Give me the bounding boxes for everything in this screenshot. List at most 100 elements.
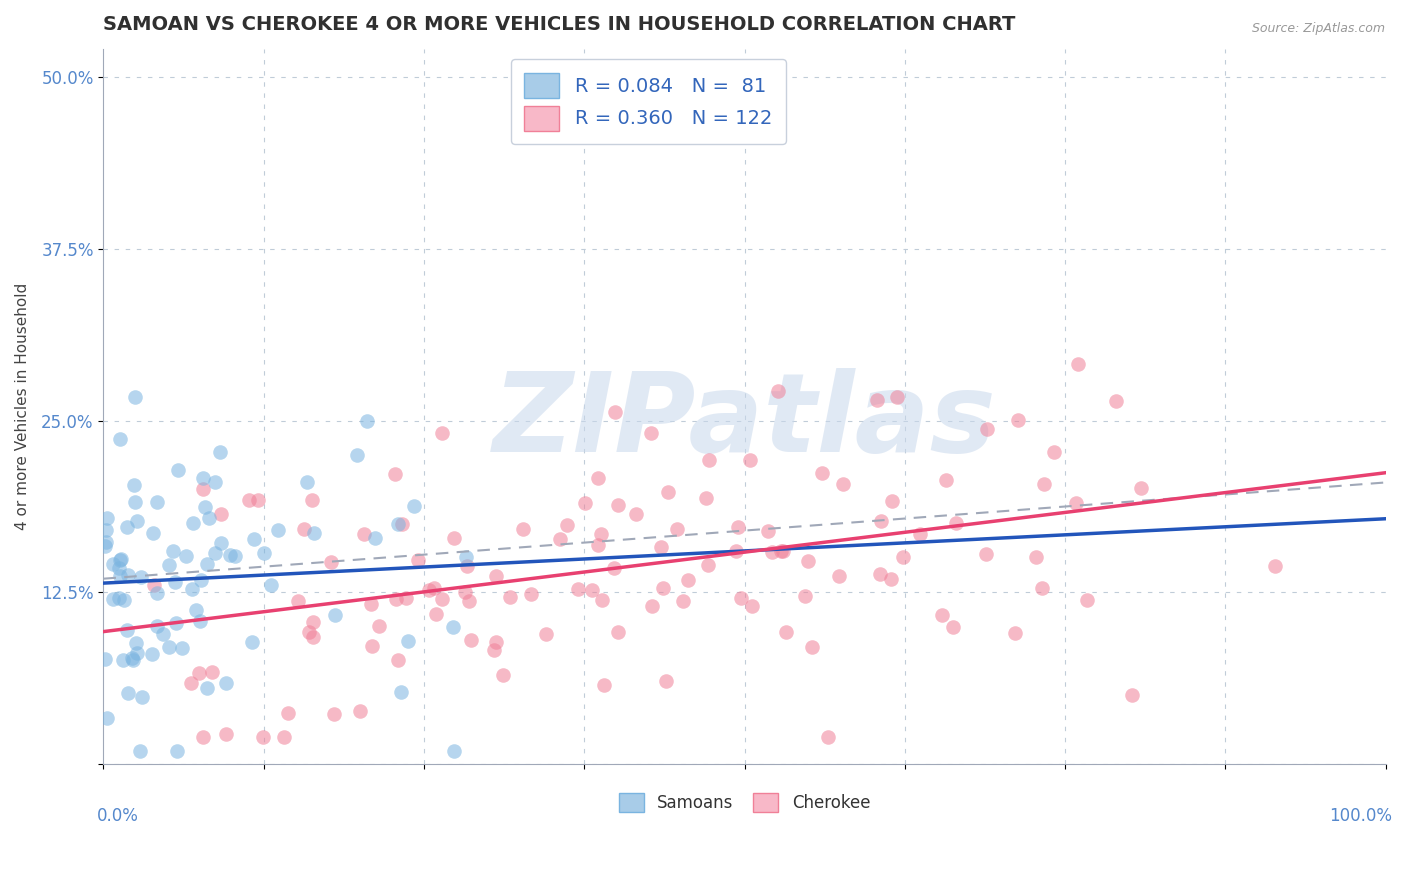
Point: [356, 414, 378, 428]
Point: [387, 517, 409, 532]
Point: [945, 516, 967, 531]
Point: [112, 593, 135, 607]
Point: [586, 471, 609, 485]
Point: [1025, 549, 1047, 564]
Point: [1121, 689, 1143, 703]
Point: [761, 545, 783, 559]
Point: [246, 492, 269, 507]
Point: [1033, 476, 1056, 491]
Point: [209, 507, 232, 521]
Point: [886, 390, 908, 404]
Point: [142, 578, 165, 592]
Point: [96, 711, 118, 725]
Point: [152, 626, 174, 640]
Point: [725, 544, 748, 558]
Point: [121, 653, 143, 667]
Point: [141, 648, 163, 662]
Point: [395, 591, 418, 605]
Point: [361, 639, 384, 653]
Point: [110, 551, 132, 566]
Point: [243, 532, 266, 546]
Point: [430, 592, 453, 607]
Point: [727, 520, 749, 534]
Point: [624, 507, 647, 521]
Point: [321, 555, 343, 569]
Point: [574, 496, 596, 510]
Point: [180, 676, 202, 690]
Point: [201, 665, 224, 680]
Point: [454, 585, 477, 599]
Text: SAMOAN VS CHEROKEE 4 OR MORE VEHICLES IN HOUSEHOLD CORRELATION CHART: SAMOAN VS CHEROKEE 4 OR MORE VEHICLES IN…: [104, 15, 1015, 34]
Point: [492, 668, 515, 682]
Point: [325, 607, 347, 622]
Y-axis label: 4 or more Vehicles in Household: 4 or more Vehicles in Household: [15, 284, 30, 531]
Point: [1004, 626, 1026, 640]
Point: [974, 547, 997, 561]
Point: [931, 608, 953, 623]
Point: [741, 599, 763, 613]
Point: [117, 520, 139, 534]
Point: [460, 632, 482, 647]
Point: [193, 482, 215, 496]
Point: [110, 569, 132, 583]
Point: [219, 549, 242, 563]
Point: [108, 591, 131, 605]
Point: [640, 425, 662, 440]
Point: [396, 633, 419, 648]
Point: [384, 467, 406, 482]
Point: [184, 603, 207, 617]
Point: [766, 384, 789, 398]
Point: [128, 743, 150, 757]
Point: [112, 653, 135, 667]
Legend: Samoans, Cherokee: Samoans, Cherokee: [610, 784, 879, 821]
Point: [117, 568, 139, 582]
Point: [94, 539, 117, 553]
Point: [190, 574, 212, 588]
Point: [942, 620, 965, 634]
Point: [94, 652, 117, 666]
Point: [1031, 581, 1053, 595]
Point: [832, 477, 855, 491]
Point: [976, 422, 998, 436]
Point: [124, 495, 146, 509]
Point: [108, 561, 131, 575]
Point: [170, 640, 193, 655]
Point: [131, 690, 153, 704]
Point: [666, 522, 689, 536]
Point: [215, 676, 238, 690]
Point: [96, 511, 118, 525]
Point: [1076, 592, 1098, 607]
Point: [908, 527, 931, 541]
Point: [796, 554, 818, 568]
Point: [301, 493, 323, 508]
Point: [591, 593, 613, 607]
Point: [519, 587, 541, 601]
Point: [1105, 393, 1128, 408]
Point: [252, 730, 274, 744]
Point: [121, 651, 143, 665]
Point: [641, 599, 664, 614]
Point: [655, 674, 678, 689]
Point: [589, 527, 612, 541]
Point: [425, 607, 447, 622]
Point: [259, 577, 281, 591]
Point: [146, 586, 169, 600]
Point: [811, 467, 834, 481]
Point: [108, 433, 131, 447]
Point: [882, 494, 904, 508]
Point: [240, 635, 263, 649]
Point: [534, 626, 557, 640]
Point: [191, 471, 214, 485]
Point: [267, 523, 290, 537]
Point: [302, 526, 325, 541]
Point: [1064, 496, 1087, 510]
Text: 0.0%: 0.0%: [97, 807, 139, 825]
Point: [195, 681, 218, 695]
Point: [349, 704, 371, 718]
Point: [287, 594, 309, 608]
Point: [292, 523, 315, 537]
Point: [194, 500, 217, 514]
Point: [162, 544, 184, 558]
Point: [499, 590, 522, 604]
Point: [129, 570, 152, 584]
